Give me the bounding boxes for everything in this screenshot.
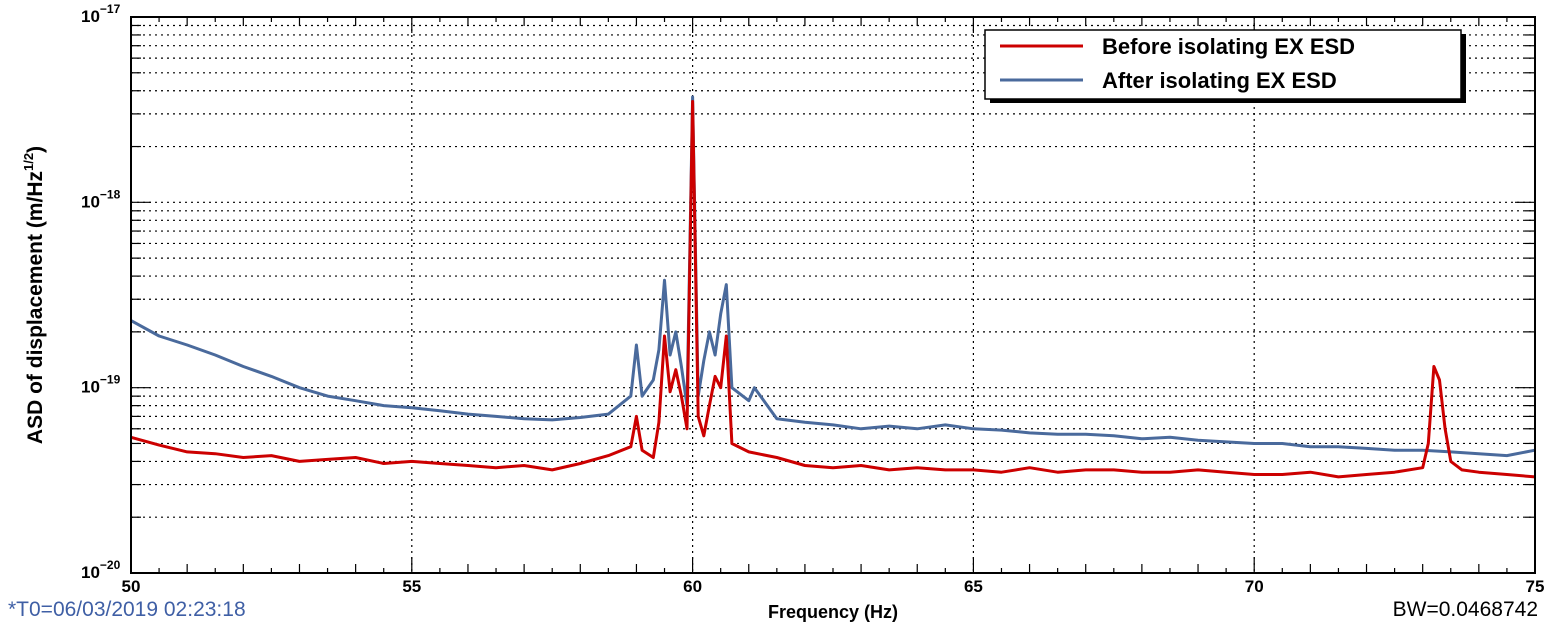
x-tick-label: 60 — [683, 577, 702, 596]
legend-label-before: Before isolating EX ESD — [1102, 34, 1355, 59]
x-tick-label: 55 — [402, 577, 421, 596]
bandwidth-label: BW=0.0468742 — [1392, 598, 1538, 621]
x-tick-label: 75 — [1526, 577, 1545, 596]
series-layer — [130, 95, 1536, 479]
legend: Before isolating EX ESD After isolating … — [984, 29, 1466, 103]
x-tick-label: 70 — [1245, 577, 1264, 596]
y-tick-label: 10−17 — [81, 2, 121, 26]
y-tick-labels: 10−20 10−19 10−18 10−17 — [81, 2, 121, 582]
y-axis-label-end: ) — [24, 146, 47, 153]
y-tick-label: 10−19 — [81, 373, 121, 397]
legend-box — [984, 29, 1462, 100]
t0-timestamp: *T0=06/03/2019 02:23:18 — [8, 598, 246, 621]
series-line-after — [130, 95, 1536, 458]
legend-label-after: After isolating EX ESD — [1102, 68, 1337, 93]
y-axis-label-sup: 1/2 — [21, 153, 36, 171]
x-tick-labels: 50 55 60 65 70 75 — [122, 577, 1545, 596]
x-tick-label: 50 — [122, 577, 141, 596]
y-tick-label: 10−20 — [81, 558, 121, 582]
x-axis-label: Frequency (Hz) — [768, 602, 898, 622]
y-tick-label: 10−18 — [81, 187, 121, 211]
series-line-before — [130, 100, 1536, 479]
y-axis-label-main: ASD of displacement (m/Hz — [24, 171, 47, 444]
axis-ticks — [130, 17, 1536, 574]
x-tick-label: 65 — [964, 577, 983, 596]
y-axis-label: ASD of displacement (m/Hz1/2) — [21, 146, 47, 444]
